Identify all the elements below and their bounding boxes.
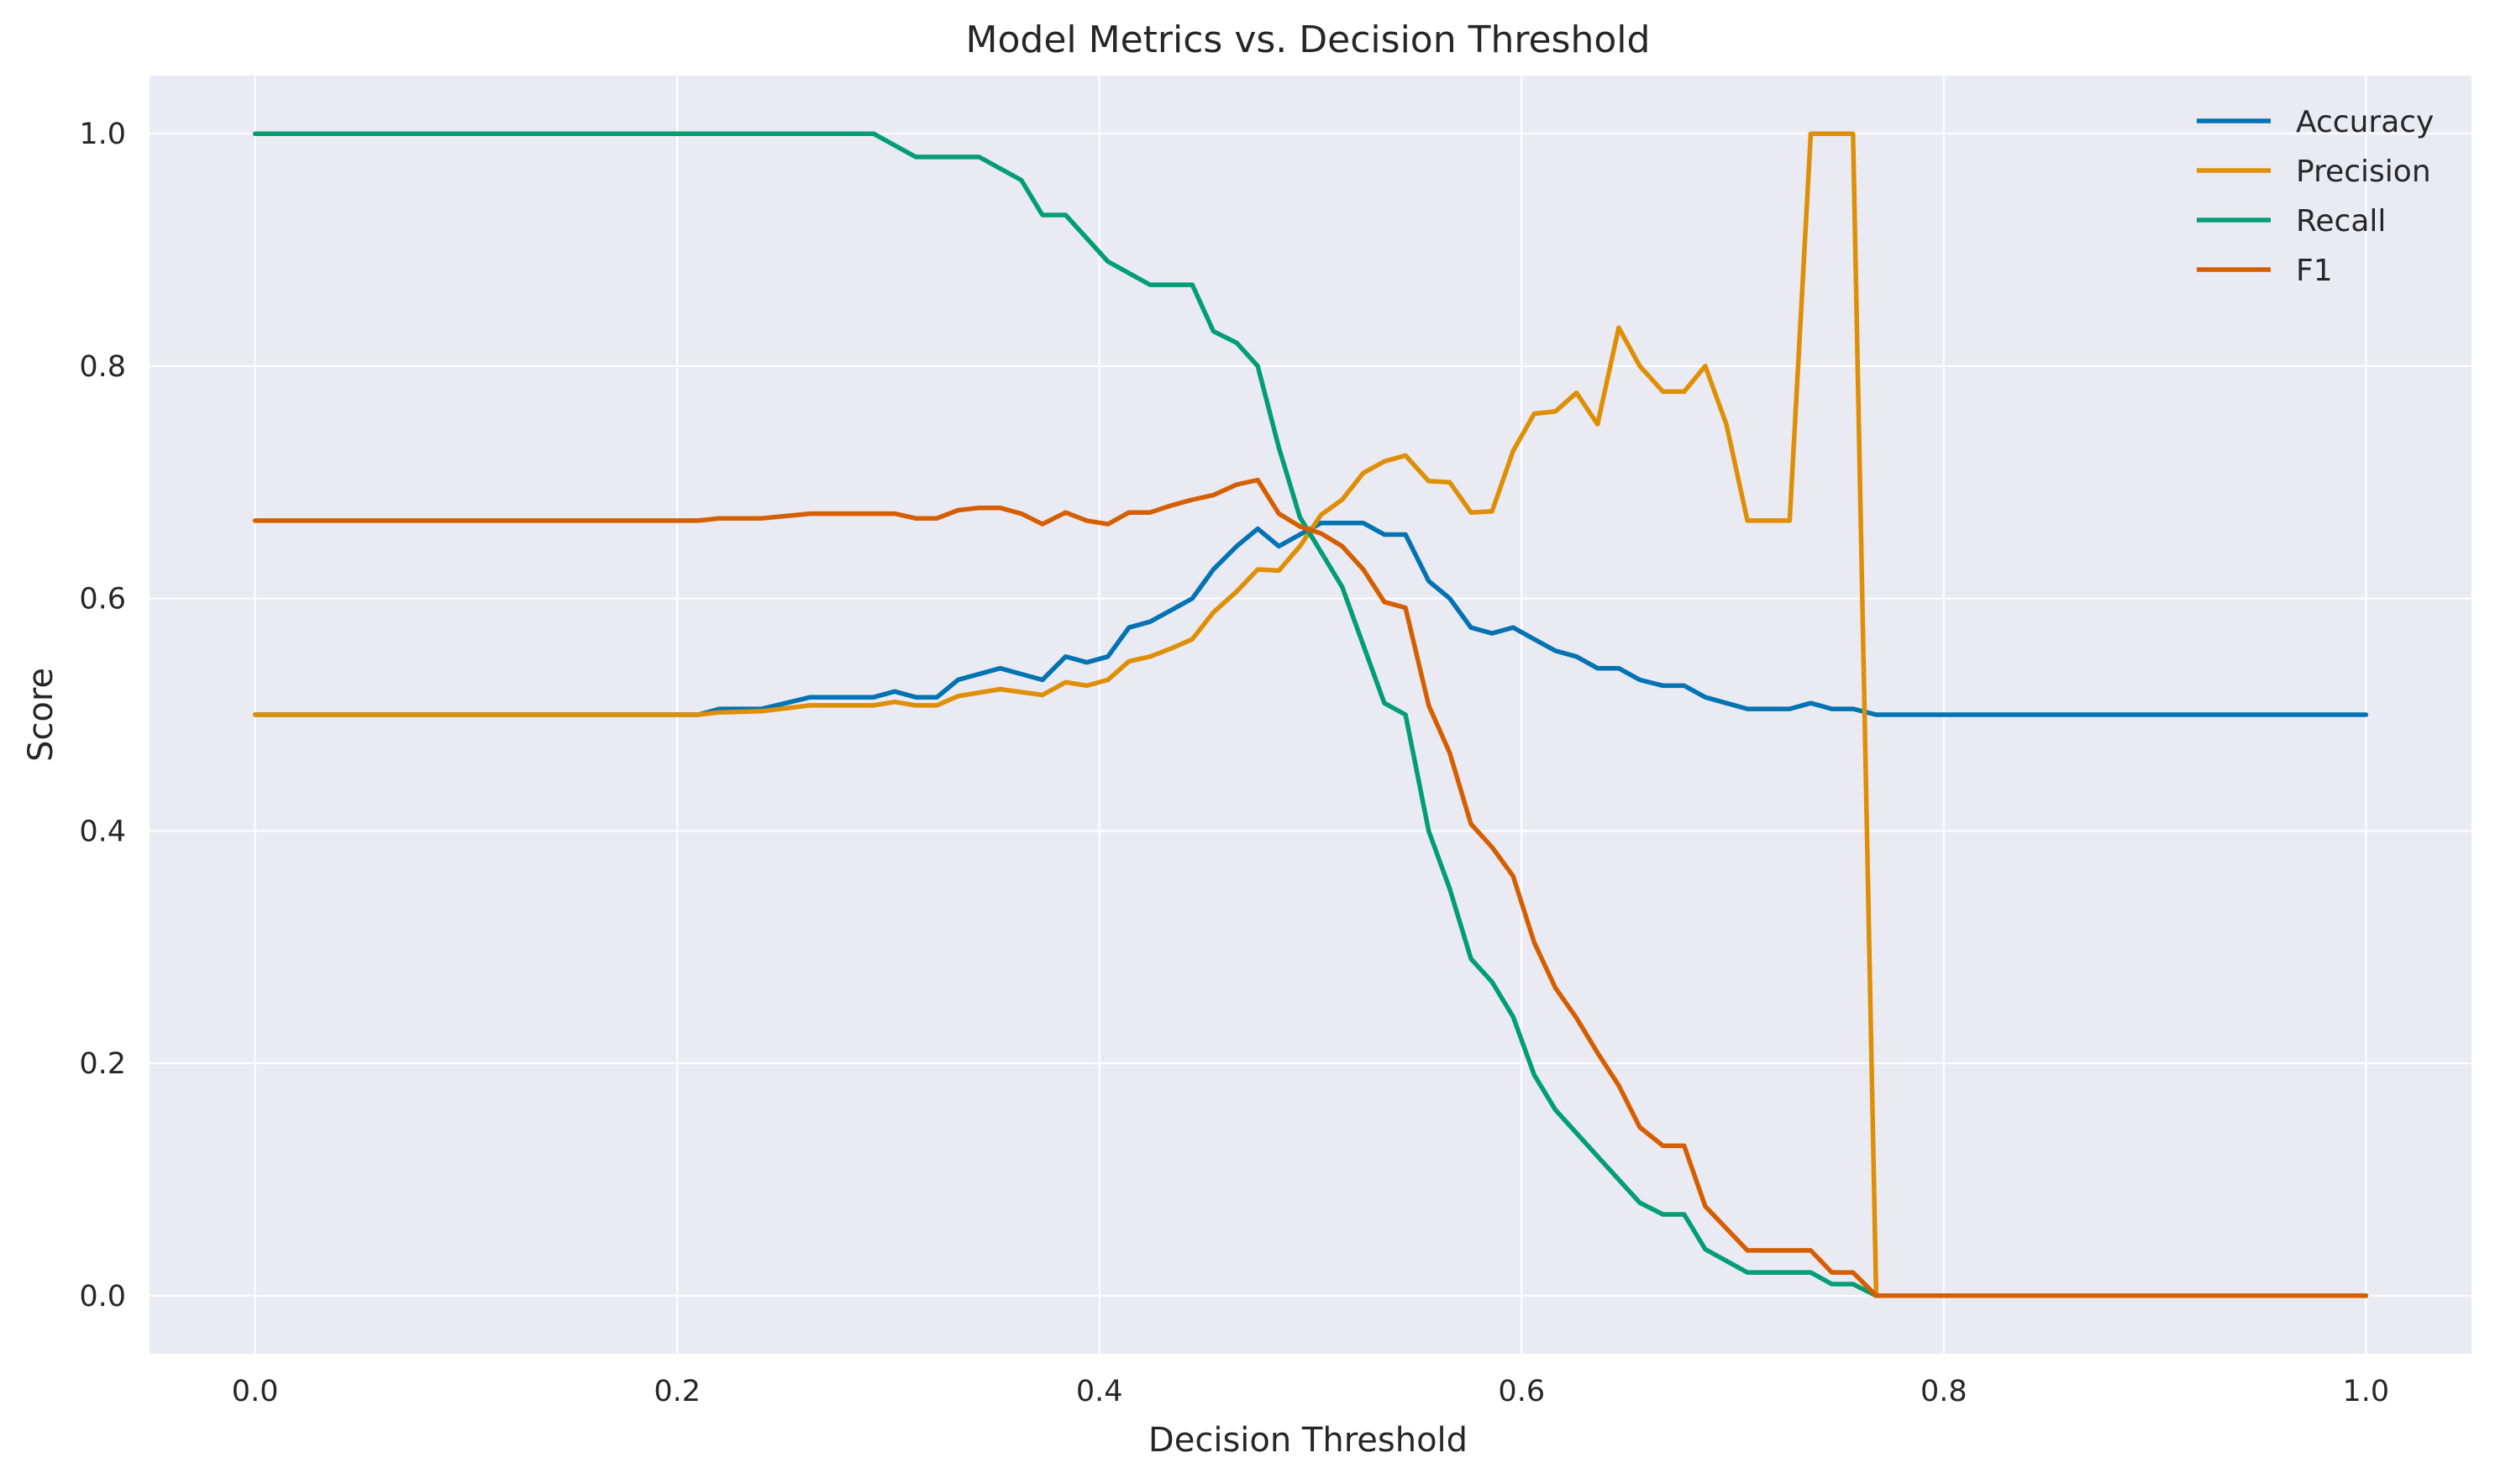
- y-tick-label: 0.6: [79, 583, 126, 616]
- legend-label-f1: F1: [2296, 254, 2333, 288]
- y-tick-label: 0.8: [79, 350, 126, 384]
- y-tick-label: 1.0: [79, 118, 126, 151]
- x-axis-ticks: 0.0 0.2 0.4 0.6 0.8 1.0: [232, 1375, 2389, 1408]
- legend-label-precision: Precision: [2296, 155, 2431, 189]
- legend-label-recall: Recall: [2296, 204, 2386, 239]
- x-tick-label: 1.0: [2343, 1375, 2390, 1408]
- x-axis-label: Decision Threshold: [1148, 1421, 1468, 1460]
- series-line-accuracy: [252, 520, 2369, 717]
- x-tick-label: 0.8: [1920, 1375, 1967, 1408]
- series-line-precision: [252, 131, 2369, 1298]
- x-tick-label: 0.4: [1076, 1375, 1123, 1408]
- y-axis-label: Score: [22, 668, 60, 762]
- y-tick-label: 0.2: [79, 1047, 126, 1081]
- series-lines: [252, 131, 2369, 1298]
- chart-title: Model Metrics vs. Decision Threshold: [966, 18, 1651, 61]
- y-tick-label: 0.0: [79, 1280, 126, 1314]
- series-line-recall: [252, 131, 2369, 1298]
- series-line-f1: [252, 477, 2369, 1298]
- legend-label-accuracy: Accuracy: [2296, 105, 2434, 139]
- x-tick-label: 0.0: [232, 1375, 279, 1408]
- x-tick-label: 0.6: [1498, 1375, 1545, 1408]
- y-tick-label: 0.4: [79, 815, 126, 848]
- legend: Accuracy Precision Recall F1: [2197, 105, 2434, 288]
- y-axis-ticks: 0.0 0.2 0.4 0.6 0.8 1.0: [79, 118, 126, 1314]
- x-tick-label: 0.2: [654, 1375, 701, 1408]
